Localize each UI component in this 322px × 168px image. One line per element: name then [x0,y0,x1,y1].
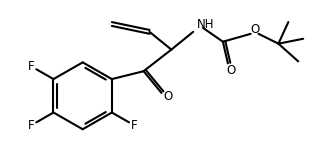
Text: O: O [164,90,173,103]
Text: O: O [250,23,259,36]
Text: F: F [131,119,137,132]
Text: F: F [28,119,34,132]
Text: NH: NH [197,18,215,31]
Text: F: F [28,60,34,73]
Text: O: O [226,64,235,77]
